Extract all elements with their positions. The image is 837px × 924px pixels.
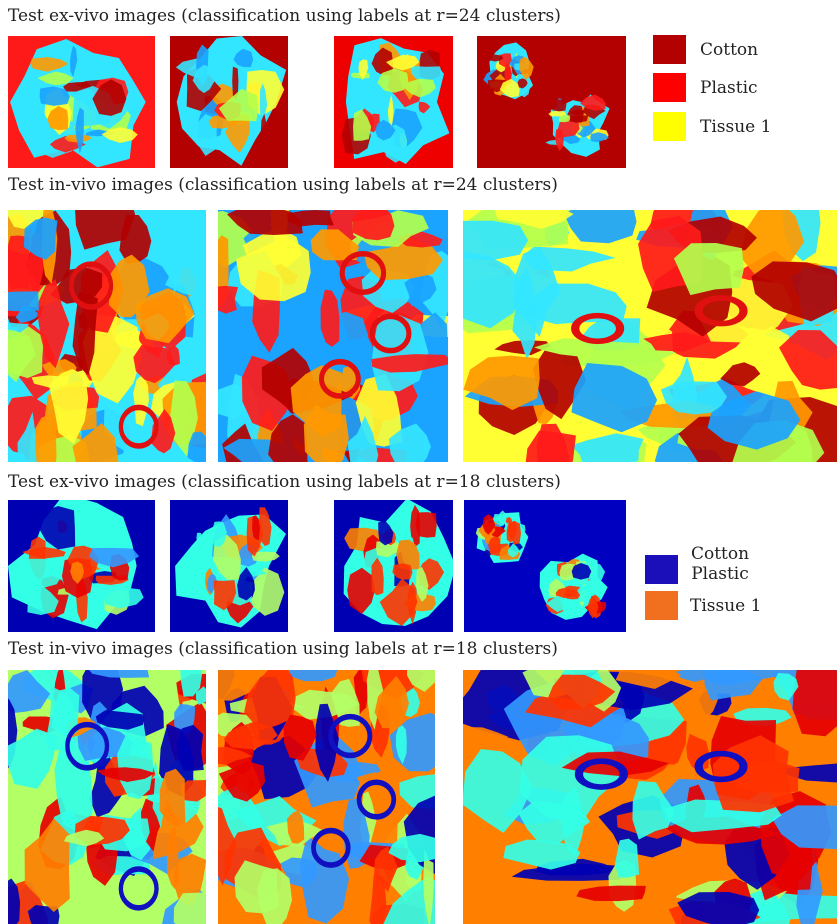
legend-swatch-cotton [653,35,686,64]
legend-item-tissue-1: Tissue 1 [653,112,771,141]
highlight-circle [571,312,625,345]
legend-swatch-tissue-1 [653,112,686,141]
legend-swatch-cotton-r18 [645,555,678,584]
highlight-circle [118,866,159,911]
section-title-exvivo-r18: Test ex-vivo images (classification usin… [8,472,561,492]
legend-label-cotton: Cotton [700,39,759,60]
highlight-circle [694,295,748,327]
legend-label-plastic-r18: Plastic [691,564,749,584]
exvivo-r24-image-2 [170,36,288,168]
highlight-circle [118,404,159,449]
exvivo-r18-image-1 [8,500,155,632]
exvivo-r24-image-1 [8,36,155,168]
exvivo-r24-image-3 [334,36,453,168]
legend-item-cotton: Cotton [653,35,758,64]
section-title-invivo-r24: Test in-vivo images (classification usin… [8,175,558,195]
legend-label-tissue-1: Tissue 1 [700,116,772,137]
legend-labels-cotton-plastic: Cotton Plastic [680,544,760,584]
invivo-r18-image-3 [463,670,837,924]
invivo-r24-image-1 [8,210,206,462]
exvivo-r18-image-4 [464,500,626,632]
section-title-invivo-r18: Test in-vivo images (classification usin… [8,639,558,659]
highlight-circle [318,358,361,399]
legend-item-tissue-1-r18: Tissue 1 [645,591,761,620]
invivo-r24-image-3 [463,210,837,462]
invivo-r18-image-1 [8,670,206,924]
invivo-r24-image-2 [218,210,448,462]
highlight-circle [339,250,387,296]
invivo-r18-image-2 [218,670,435,924]
exvivo-r18-image-3 [334,500,453,632]
highlight-circle [311,827,351,868]
legend-label-cotton-r18: Cotton [690,544,750,564]
exvivo-r24-image-4 [477,36,626,168]
highlight-circle [69,261,114,310]
highlight-circle [694,750,748,783]
highlight-circle [369,313,412,354]
section-title-exvivo-r24: Test ex-vivo images (classification usin… [8,6,561,26]
legend-label-plastic: Plastic [700,77,758,98]
exvivo-r18-image-2 [170,500,288,632]
highlight-circle [328,713,373,759]
legend-swatch-tissue-1-r18 [645,591,678,620]
legend-item-plastic: Plastic [653,73,758,102]
highlight-circle [356,779,397,820]
legend-label-tissue-1-r18: Tissue 1 [690,595,762,616]
highlight-circle [65,721,110,771]
highlight-circle [574,758,628,790]
legend-swatch-plastic [653,73,686,102]
